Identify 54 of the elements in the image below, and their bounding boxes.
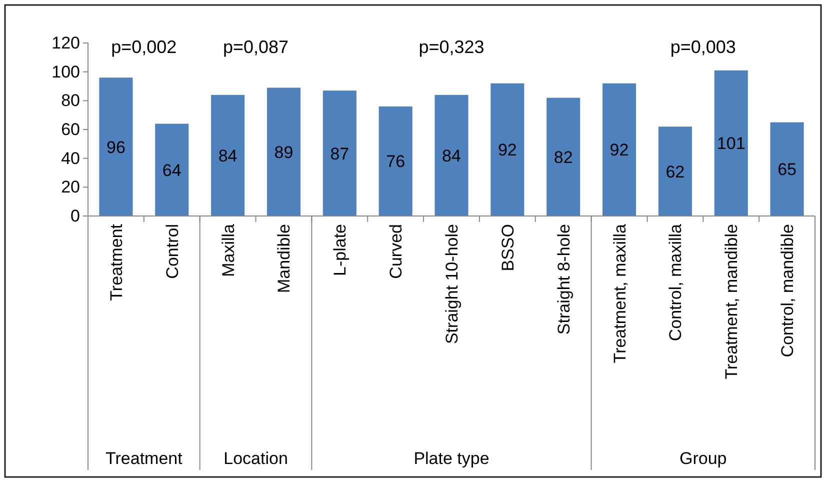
y-tick-label: 40 bbox=[61, 148, 80, 168]
annotation: p=0,003 bbox=[670, 37, 736, 57]
x-tick-label: Treatment, mandible bbox=[722, 224, 742, 380]
text: Group bbox=[680, 449, 727, 468]
y-tick-label: 80 bbox=[61, 91, 80, 110]
bar bbox=[434, 94, 468, 216]
text: Location bbox=[224, 449, 288, 468]
bar bbox=[714, 70, 748, 216]
data-label: 82 bbox=[554, 148, 573, 167]
x-tick-label: Treatment, maxilla bbox=[610, 223, 630, 364]
data-label: 101 bbox=[716, 134, 746, 154]
bar bbox=[155, 124, 189, 216]
text: Treatment bbox=[106, 449, 183, 468]
bar bbox=[211, 94, 245, 216]
data-label: 92 bbox=[498, 140, 517, 160]
bar bbox=[99, 78, 133, 216]
bar bbox=[602, 83, 636, 216]
x-tick-label: Treatment bbox=[106, 224, 126, 301]
x-tick-label: BSSO bbox=[498, 224, 518, 272]
text: Plate type bbox=[414, 449, 490, 468]
bar bbox=[658, 126, 692, 216]
data-label: 96 bbox=[106, 138, 126, 157]
bar bbox=[546, 98, 580, 216]
x-tick-label: Control, maxilla bbox=[666, 223, 686, 342]
data-label: 89 bbox=[274, 142, 294, 162]
y-tick-label: 20 bbox=[61, 178, 80, 197]
y-tick-label: 60 bbox=[61, 120, 80, 139]
bar bbox=[490, 83, 524, 216]
data-label: 87 bbox=[330, 144, 350, 164]
bar bbox=[266, 88, 301, 216]
x-tick-label: Control bbox=[162, 224, 182, 279]
data-label: 76 bbox=[386, 152, 406, 172]
bar bbox=[378, 106, 412, 216]
y-tick-label: 120 bbox=[52, 33, 80, 52]
x-tick-label: Curved bbox=[386, 224, 406, 279]
data-label: 84 bbox=[218, 146, 238, 166]
x-tick-label: Straight 10-hole bbox=[442, 224, 462, 344]
bar bbox=[322, 90, 356, 216]
x-tick-label: Straight 8-hole bbox=[554, 224, 574, 335]
y-tick-label: 0 bbox=[70, 206, 80, 226]
data-label: 65 bbox=[778, 160, 796, 180]
bar bbox=[770, 122, 804, 216]
data-label: 64 bbox=[162, 160, 182, 180]
data-label: 62 bbox=[666, 162, 685, 182]
x-tick-label: Control, mandible bbox=[778, 224, 798, 358]
data-label: 92 bbox=[610, 140, 629, 160]
annotation: p=0,087 bbox=[222, 37, 289, 57]
x-tick-label: Maxilla bbox=[218, 223, 238, 277]
y-tick-label: 100 bbox=[52, 62, 80, 82]
x-tick-label: Mandible bbox=[274, 224, 294, 293]
x-tick-label: L-plate bbox=[330, 224, 350, 276]
annotation: p=0,002 bbox=[111, 37, 177, 57]
data-label: 84 bbox=[442, 146, 461, 166]
annotation: p=0,323 bbox=[418, 37, 484, 57]
